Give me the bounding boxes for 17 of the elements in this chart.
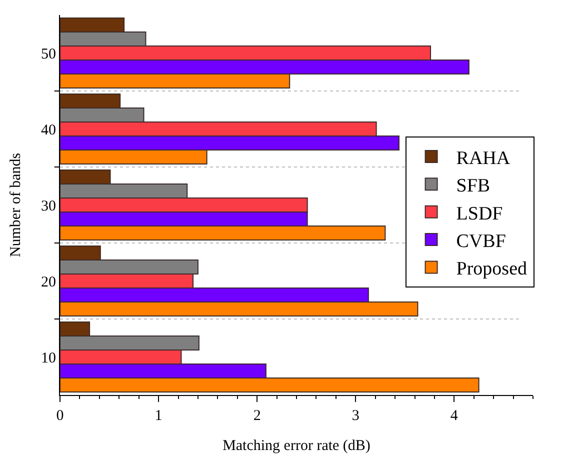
x-tick-label: 1 bbox=[154, 408, 162, 424]
x-axis-title: Matching error rate (dB) bbox=[222, 438, 370, 454]
y-tick-label: 10 bbox=[41, 350, 56, 366]
y-tick-label: 20 bbox=[41, 274, 56, 290]
y-tick-label: 50 bbox=[41, 46, 56, 62]
x-tick-label: 0 bbox=[56, 408, 64, 424]
legend-label: SFB bbox=[456, 176, 490, 197]
x-tick-label: 4 bbox=[450, 408, 458, 424]
y-axis-title: Number of bands bbox=[8, 152, 24, 258]
legend-label: CVBF bbox=[456, 230, 506, 252]
legend-label: LSDF bbox=[456, 203, 503, 224]
legend-label: Proposed bbox=[456, 258, 528, 280]
y-tick-label: 30 bbox=[41, 198, 56, 214]
legend-label: RAHA bbox=[456, 148, 510, 169]
x-tick-label: 3 bbox=[352, 408, 360, 424]
x-tick-label: 2 bbox=[253, 408, 261, 424]
y-tick-label: 40 bbox=[41, 122, 56, 138]
